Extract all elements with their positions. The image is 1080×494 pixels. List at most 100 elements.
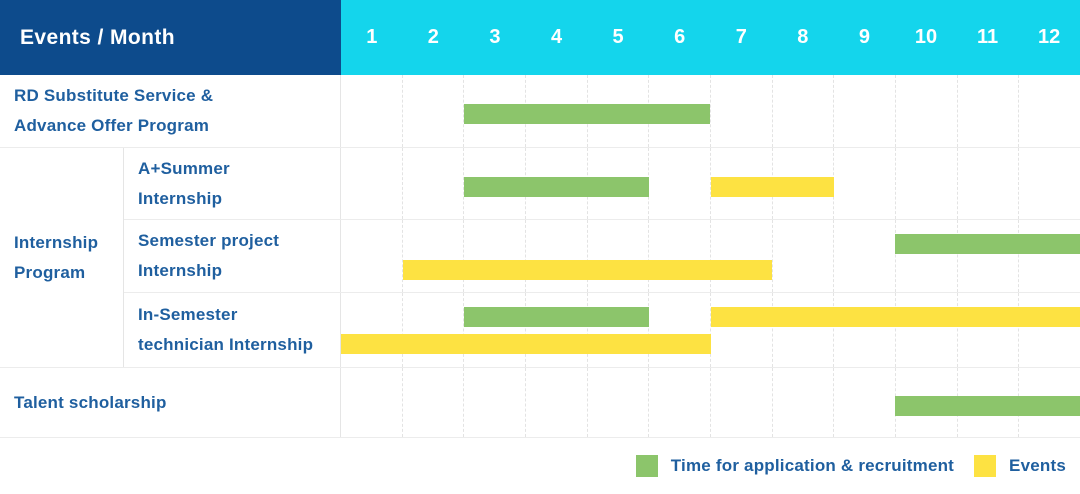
bar-event	[402, 260, 773, 281]
bar-application	[895, 233, 1080, 254]
events-month-header-cell: Events / Month	[0, 0, 341, 75]
month-gridline	[526, 293, 588, 367]
month-gridline	[403, 220, 465, 292]
event-label: RD Substitute Service & Advance Offer Pro…	[0, 75, 341, 147]
month-gridline	[958, 75, 1020, 147]
month-gridline	[958, 148, 1020, 219]
bar-application	[464, 104, 711, 124]
month-gridline	[526, 220, 588, 292]
label-line: Semester project	[138, 231, 280, 250]
month-gridline	[958, 220, 1020, 292]
month-header-strip: 1 2 3 4 5 6 7 8 9 10 11 12	[341, 0, 1080, 75]
month-gridline	[834, 368, 897, 437]
month-header-8: 8	[797, 26, 809, 48]
month-gridline	[773, 220, 835, 292]
month-gridline	[341, 75, 403, 147]
label-line: RD Substitute Service &	[14, 86, 214, 105]
label-line: In-Semester	[138, 305, 238, 324]
legend-label: Time for application & recruitment	[670, 456, 955, 475]
table-header-row: Events / Month 1 2 3 4 5 6 7 8 9 10 11 12	[0, 0, 1080, 75]
month-gridline	[896, 75, 958, 147]
legend-swatch-application	[635, 455, 658, 477]
bar-event	[710, 307, 1080, 328]
month-gridline	[711, 220, 773, 292]
month-gridline	[403, 368, 465, 437]
events-month-title: Events / Month	[20, 25, 175, 49]
month-gridline	[773, 293, 835, 367]
month-gridline	[711, 368, 773, 437]
group-label: Internship Program	[0, 148, 124, 367]
month-gridline	[588, 368, 650, 437]
month-gridline	[526, 368, 588, 437]
bar-application	[895, 395, 1080, 416]
month-gridline	[896, 220, 958, 292]
month-gridline	[1019, 148, 1080, 219]
event-row: A+Summer Internship	[124, 148, 1080, 220]
row-timeline	[341, 220, 1080, 292]
event-row: Talent scholarship	[0, 368, 1080, 438]
month-gridline	[649, 293, 712, 367]
month-gridline	[341, 220, 403, 292]
month-header-11: 11	[976, 26, 999, 48]
legend-item-application: Time for application & recruitment	[635, 455, 955, 477]
month-gridline	[588, 220, 650, 292]
row-timeline	[341, 293, 1080, 367]
table-body: RD Substitute Service & Advance Offer Pro…	[0, 75, 1080, 438]
month-header-1: 1	[366, 26, 378, 48]
month-header-7: 7	[735, 26, 747, 48]
month-gridline	[464, 293, 527, 367]
legend-swatch-event	[974, 455, 997, 477]
legend-item-event: Events	[974, 455, 1066, 477]
month-gridline	[341, 148, 403, 219]
month-gridline	[403, 75, 465, 147]
month-gridline	[464, 220, 527, 292]
month-gridline	[403, 148, 465, 219]
month-header-4: 4	[550, 26, 563, 48]
bar-event	[710, 176, 834, 197]
month-gridline	[341, 293, 403, 367]
month-gridline	[958, 293, 1020, 367]
month-gridline	[464, 368, 527, 437]
month-gridline	[834, 293, 897, 367]
label-text: In-Semester technician Internship	[138, 300, 313, 360]
month-gridline	[834, 220, 897, 292]
month-gridline	[896, 148, 958, 219]
month-gridline	[588, 293, 650, 367]
legend: Time for application & recruitment Events	[0, 438, 1066, 494]
label-line: Internship	[138, 261, 223, 280]
month-header-6: 6	[674, 26, 686, 48]
month-gridline	[711, 293, 773, 367]
month-gridline	[773, 148, 835, 219]
label-text: Talent scholarship	[14, 388, 167, 418]
month-gridline	[834, 75, 897, 147]
group-sub-rows: A+Summer Internship Semester project Intern…	[124, 148, 1080, 367]
month-header-9: 9	[858, 26, 870, 48]
label-line: Program	[14, 262, 86, 282]
label-line: technician Internship	[138, 335, 314, 354]
month-grid	[341, 75, 1080, 147]
month-gridline	[649, 75, 712, 147]
event-row: Semester project Internship	[124, 220, 1080, 293]
month-header-3: 3	[489, 26, 501, 48]
month-gridline	[834, 148, 897, 219]
bar-application	[464, 307, 649, 328]
month-gridline	[403, 293, 465, 367]
label-text: Semester project Internship	[138, 226, 279, 286]
event-label: Semester project Internship	[124, 220, 341, 292]
event-label: A+Summer Internship	[124, 148, 341, 219]
event-row: RD Substitute Service & Advance Offer Pro…	[0, 75, 1080, 148]
month-gridline	[773, 368, 835, 437]
month-header-10: 10	[914, 26, 938, 48]
row-timeline	[341, 75, 1080, 147]
month-gridline	[1019, 293, 1080, 367]
month-grid	[341, 220, 1080, 292]
legend-label: Events	[1009, 456, 1066, 475]
row-timeline	[341, 368, 1080, 437]
label-line: Advance Offer Program	[14, 116, 210, 135]
month-gridline	[341, 368, 403, 437]
month-gridline	[773, 75, 835, 147]
label-text: Internship Program	[14, 228, 98, 288]
month-gridline	[649, 368, 712, 437]
label-line: Internship	[138, 188, 223, 208]
